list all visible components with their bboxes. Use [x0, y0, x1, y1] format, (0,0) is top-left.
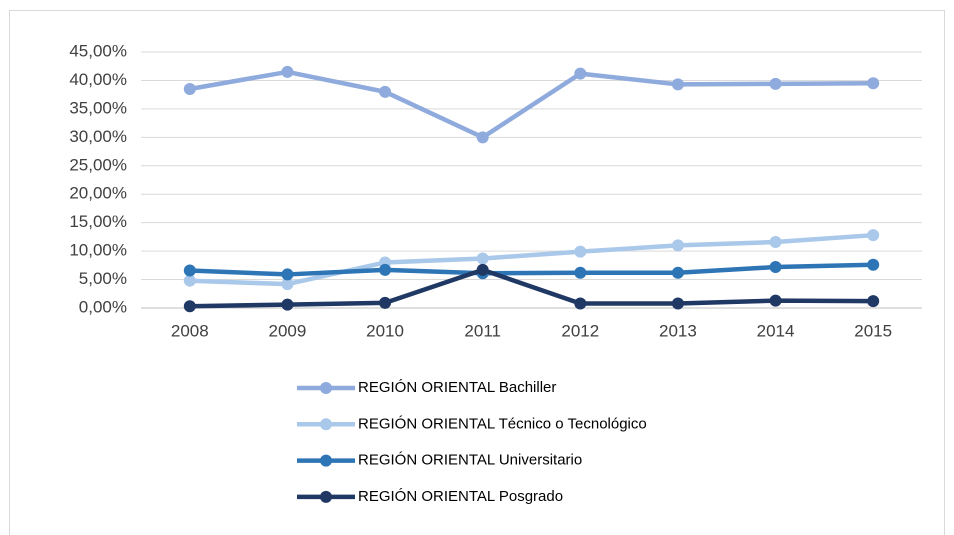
data-point [379, 85, 392, 98]
data-point [379, 296, 392, 309]
data-point [574, 67, 587, 80]
data-point [183, 82, 196, 95]
y-tick-label: 30,00% [69, 127, 127, 146]
data-point [867, 295, 880, 308]
legend-marker [320, 490, 332, 503]
y-tick-label: 40,00% [69, 70, 127, 89]
series-line [189, 262, 874, 277]
series-line [189, 69, 874, 140]
data-point [769, 236, 782, 249]
data-point [183, 264, 196, 277]
legend-label: REGIÓN ORIENTAL Técnico o Tecnológico [358, 415, 647, 432]
data-point [671, 297, 684, 310]
x-tick-label: 2011 [464, 321, 501, 340]
data-point [671, 78, 684, 91]
data-point [671, 239, 684, 252]
legend-label: REGIÓN ORIENTAL Bachiller [358, 379, 556, 396]
y-tick-label: 45,00% [69, 41, 127, 60]
x-tick-label: 2013 [659, 321, 697, 340]
data-point [281, 268, 294, 281]
x-tick-label: 2012 [561, 321, 599, 340]
data-point [379, 263, 392, 276]
data-point [769, 294, 782, 307]
y-tick-label: 35,00% [69, 98, 127, 117]
data-point [183, 274, 196, 287]
data-point [867, 258, 880, 271]
y-tick-label: 15,00% [69, 212, 127, 231]
y-tick-label: 10,00% [69, 241, 127, 260]
data-point [574, 245, 587, 258]
legend-label: REGIÓN ORIENTAL Posgrado [358, 488, 563, 505]
data-point [769, 77, 782, 90]
data-point [476, 252, 489, 265]
series-line [189, 232, 874, 287]
legend-marker [320, 454, 332, 467]
data-point [574, 266, 587, 279]
data-point [281, 298, 294, 311]
x-tick-label: 2014 [757, 321, 795, 340]
series-line [189, 267, 874, 309]
data-point [867, 77, 880, 90]
y-tick-label: 5,00% [79, 269, 127, 288]
data-point [281, 65, 294, 78]
x-tick-label: 2015 [854, 321, 892, 340]
x-tick-label: 2010 [366, 321, 404, 340]
data-point [281, 278, 294, 291]
data-point [476, 263, 489, 276]
x-tick-label: 2009 [269, 321, 307, 340]
data-point [867, 229, 880, 242]
data-point [769, 261, 782, 274]
legend-marker [320, 382, 332, 394]
data-point [574, 297, 587, 310]
data-point [671, 266, 684, 279]
y-tick-label: 25,00% [69, 155, 127, 174]
data-point [476, 131, 489, 144]
y-tick-label: 0,00% [79, 297, 127, 316]
y-tick-label: 20,00% [69, 184, 127, 203]
legend-label: REGIÓN ORIENTAL Universitario [358, 452, 582, 469]
data-point [183, 300, 196, 313]
legend-marker [320, 418, 332, 431]
x-tick-label: 2008 [171, 321, 209, 340]
